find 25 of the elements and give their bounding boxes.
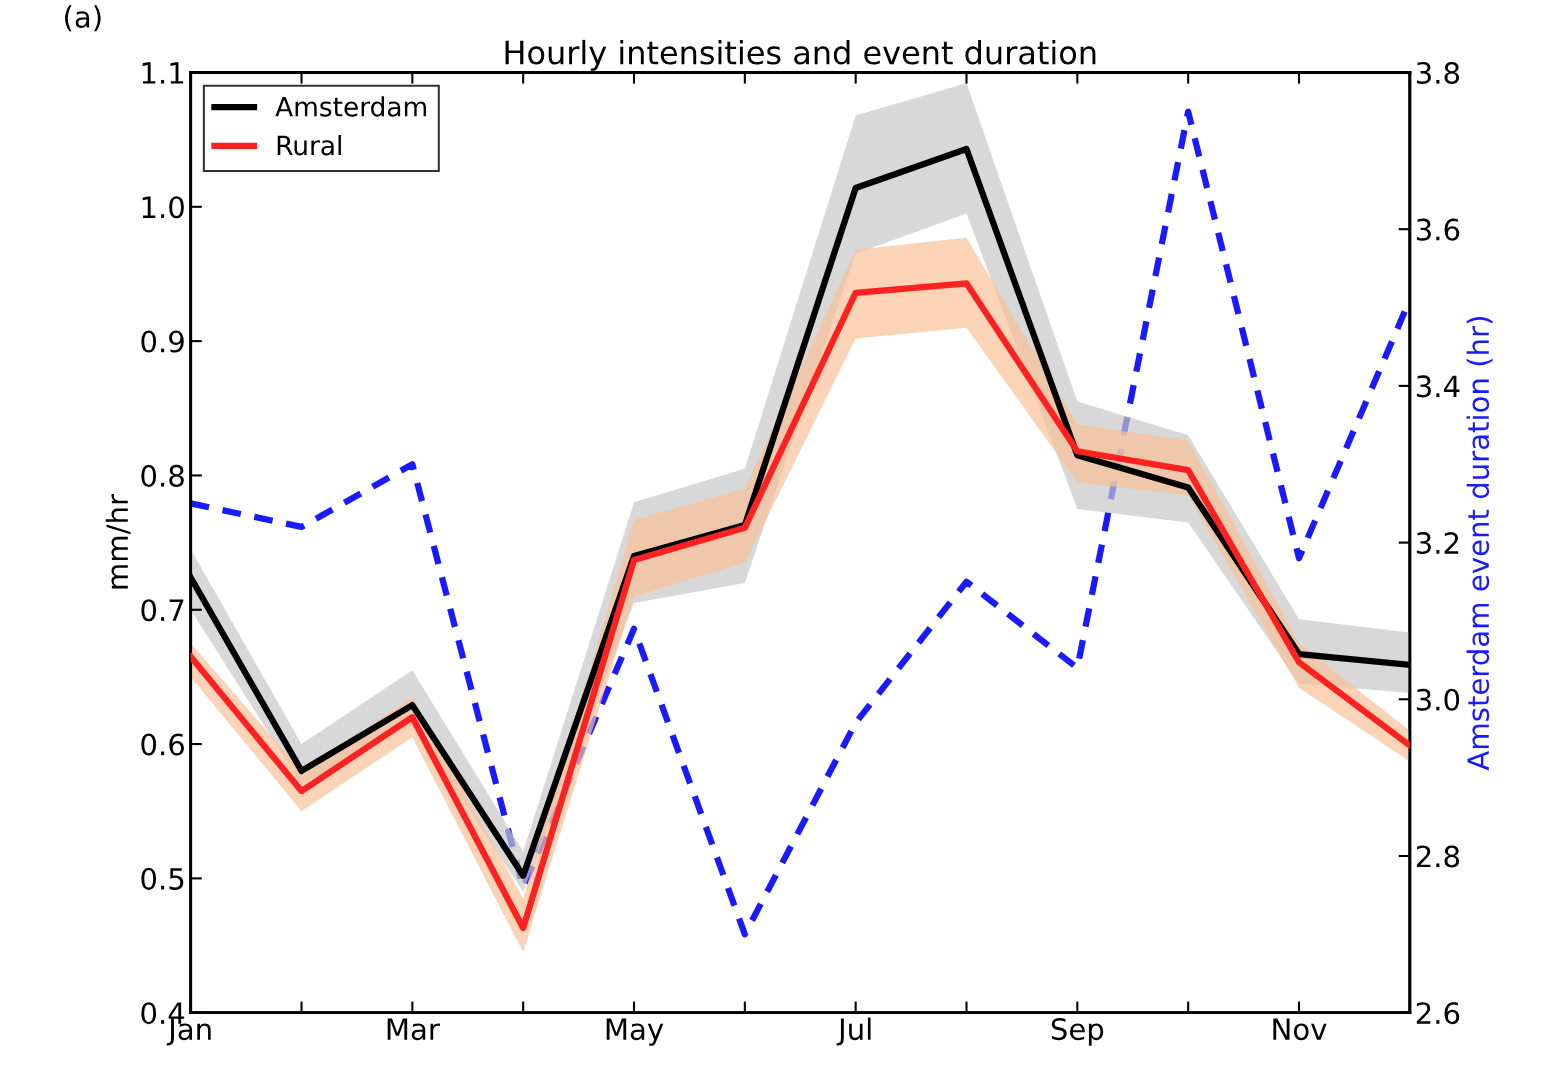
y-tick-label: 0.7 — [141, 599, 184, 622]
y2-tick-label: 2.8 — [1416, 845, 1460, 868]
x-tick-label: Jul — [836, 1017, 871, 1046]
y2-tick-label: 3.6 — [1416, 218, 1460, 241]
x-tick-label: May — [606, 1018, 664, 1046]
y2-tick-label: 3.2 — [1416, 532, 1459, 555]
text: (a) — [65, 5, 101, 32]
legend-label: Rural — [277, 134, 341, 156]
y2-tick-label: 3.0 — [1416, 688, 1460, 711]
legend-label: Amsterdam — [275, 96, 426, 117]
y-tick-label: 0.6 — [141, 733, 184, 756]
y-tick-label: 1.1 — [142, 62, 184, 84]
y-tick-label: 0.8 — [141, 464, 184, 487]
y2-tick-label: 2.6 — [1416, 1002, 1460, 1025]
y-tick-label: 1.0 — [142, 196, 184, 219]
y2-axis-title: Amsterdam event duration (hr) — [1466, 317, 1493, 771]
y2-tick-label: 3.8 — [1416, 61, 1460, 84]
y-tick-label: 0.9 — [141, 330, 184, 353]
chart-title: Hourly intensities and event duration — [505, 39, 1096, 71]
x-tick-label: Sep — [1051, 1018, 1104, 1046]
y2-tick-label: 3.4 — [1416, 375, 1460, 398]
y-axis-title: mm/hr — [105, 494, 131, 589]
y-tick-label: 0.5 — [141, 867, 184, 890]
x-tick-label: Mar — [387, 1018, 440, 1041]
x-tick-label: Nov — [1273, 1018, 1327, 1041]
